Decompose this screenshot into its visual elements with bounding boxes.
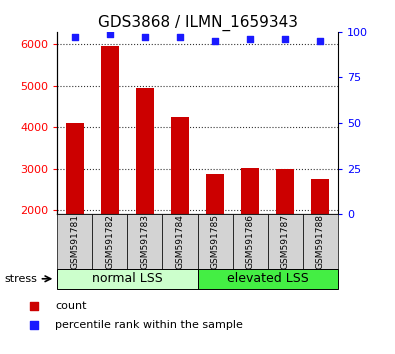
Title: GDS3868 / ILMN_1659343: GDS3868 / ILMN_1659343	[98, 14, 297, 30]
Point	[31, 322, 37, 327]
Bar	[101, 46, 118, 293]
Bar	[276, 169, 294, 293]
Text: GSM591783: GSM591783	[140, 214, 149, 269]
Bar	[267, 214, 303, 269]
Text: count: count	[55, 301, 87, 310]
Point	[71, 34, 78, 40]
Bar	[303, 214, 338, 269]
Text: GSM591782: GSM591782	[105, 214, 115, 269]
Text: GSM591787: GSM591787	[280, 214, 290, 269]
Text: GSM591781: GSM591781	[70, 214, 79, 269]
Bar	[311, 178, 329, 293]
Point	[282, 36, 288, 42]
Point	[31, 303, 37, 308]
Bar	[198, 214, 233, 269]
Point	[107, 31, 113, 36]
Text: GSM591784: GSM591784	[175, 214, 184, 269]
Bar	[241, 168, 259, 293]
Bar	[57, 269, 198, 289]
Bar	[171, 117, 189, 293]
Point	[317, 38, 324, 44]
Point	[212, 38, 218, 44]
Point	[142, 34, 148, 40]
Bar	[127, 214, 162, 269]
Bar	[66, 123, 84, 293]
Bar	[136, 88, 154, 293]
Point	[177, 34, 183, 40]
Bar	[198, 269, 338, 289]
Bar	[57, 214, 92, 269]
Text: GSM591785: GSM591785	[211, 214, 220, 269]
Text: GSM591786: GSM591786	[246, 214, 255, 269]
Text: stress: stress	[4, 274, 37, 284]
Bar	[233, 214, 267, 269]
Text: normal LSS: normal LSS	[92, 272, 163, 285]
Bar	[92, 214, 127, 269]
Bar	[162, 214, 198, 269]
Text: percentile rank within the sample: percentile rank within the sample	[55, 320, 243, 330]
Bar	[206, 173, 224, 293]
Point	[247, 36, 253, 42]
Text: GSM591788: GSM591788	[316, 214, 325, 269]
Text: elevated LSS: elevated LSS	[227, 272, 308, 285]
